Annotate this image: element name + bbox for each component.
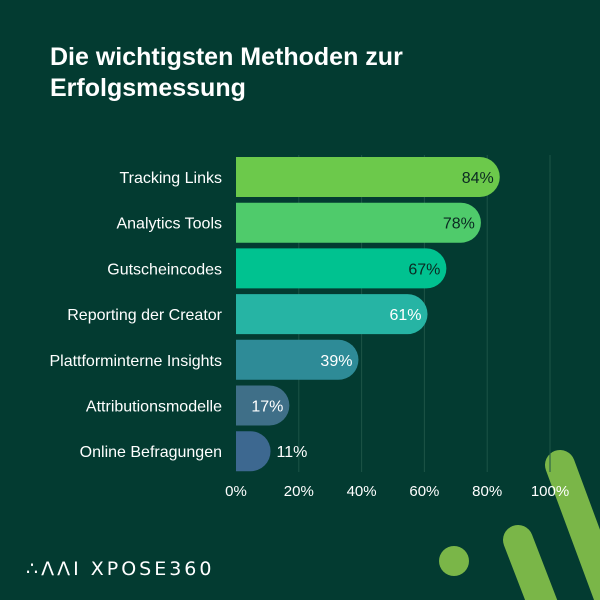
bar: [236, 385, 290, 426]
category-label: Analytics Tools: [116, 216, 222, 233]
xpose360-logo: ∴ΛΛI XPOSE360: [26, 558, 215, 580]
bar: [236, 431, 271, 472]
category-label: Gutscheincodes: [107, 261, 222, 278]
category-label: Tracking Links: [119, 170, 222, 187]
x-tick-label: 80%: [472, 483, 502, 500]
page-title: Die wichtigsten Methoden zur Erfolgsmess…: [50, 43, 403, 102]
bar: [236, 294, 428, 335]
category-label: Reporting der Creator: [67, 307, 222, 324]
data-label: 67%: [408, 261, 440, 278]
data-label: 17%: [251, 399, 283, 416]
x-tick-label: 20%: [284, 483, 314, 500]
x-tick-label: 40%: [347, 483, 377, 500]
x-tick-label: 60%: [409, 483, 439, 500]
category-label: Attributionsmodelle: [86, 399, 222, 416]
data-label: 84%: [462, 170, 494, 187]
bar: [236, 157, 500, 197]
data-label: 78%: [443, 216, 475, 233]
data-label: 39%: [320, 353, 352, 370]
category-label: Online Befragungen: [80, 444, 222, 461]
bar: [236, 339, 359, 380]
x-tick-label: 100%: [531, 483, 569, 500]
bar: [236, 248, 447, 289]
x-tick-label: 0%: [225, 483, 247, 500]
category-label: Plattforminterne Insights: [49, 353, 222, 370]
decoration: [439, 450, 600, 600]
data-label: 61%: [390, 307, 422, 324]
bar: [236, 202, 481, 243]
data-label: 11%: [277, 444, 308, 461]
